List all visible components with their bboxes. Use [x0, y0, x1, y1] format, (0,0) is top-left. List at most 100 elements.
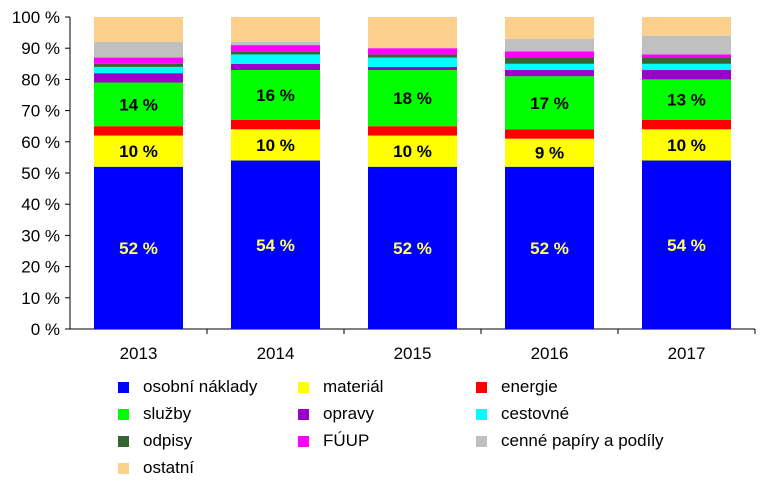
y-tick-label: 60 % — [21, 133, 60, 152]
data-label: 18 % — [393, 89, 432, 108]
y-tick-label: 50 % — [21, 164, 60, 183]
legend-swatch — [476, 435, 487, 447]
legend-swatch — [118, 462, 129, 474]
bar-segment — [642, 17, 731, 36]
bar-segment — [368, 54, 457, 58]
bar-segment — [505, 166, 594, 329]
bar-segment — [642, 129, 731, 161]
bar-segment — [231, 63, 320, 71]
bar-segment — [231, 160, 320, 329]
bar-segment — [505, 76, 594, 130]
y-tick-label: 0 % — [31, 320, 60, 339]
x-tick-label: 2013 — [120, 344, 158, 363]
legend-label: odpisy — [143, 431, 193, 450]
legend-item: odpisy — [118, 430, 192, 452]
legend-label: ostatní — [143, 458, 195, 477]
legend-swatch — [118, 435, 129, 447]
data-label: 52 % — [393, 239, 432, 258]
y-tick-label: 80 % — [21, 70, 60, 89]
bar-segment — [231, 119, 320, 130]
bar-segment — [368, 126, 457, 136]
data-label: 10 % — [119, 142, 158, 161]
bar-segment — [231, 17, 320, 42]
bar-segment — [505, 63, 594, 71]
legend-item: cenné papíry a podíly — [476, 430, 664, 452]
legend-item: energie — [476, 376, 558, 398]
bar-segment — [505, 70, 594, 77]
data-label: 14 % — [119, 95, 158, 114]
bar-segment — [368, 70, 457, 127]
bar-segment — [642, 70, 731, 80]
legend-label: materiál — [323, 377, 384, 396]
legend-item: opravy — [298, 403, 374, 425]
bar-segment — [94, 66, 183, 74]
bar-segment — [642, 63, 731, 71]
bar-segment — [94, 166, 183, 329]
bar-segment — [94, 41, 183, 58]
legend-label: osobní náklady — [143, 377, 258, 396]
bar-segment — [368, 48, 457, 55]
legend-item: cestovné — [476, 403, 569, 425]
bar-segment — [505, 57, 594, 64]
stacked-bar-chart: 0 % 10 % 20 % 30 % 40 % 50 % 60 % 70 % 80 % 90 % 1… — [12, 8, 756, 363]
data-label: 17 % — [530, 94, 569, 113]
legend-swatch — [118, 381, 129, 393]
y-tick-label: 70 % — [21, 102, 60, 121]
y-tick-label: 90 % — [21, 39, 60, 58]
bar-segment — [505, 129, 594, 139]
legend-swatch — [476, 381, 487, 393]
legend-item: FÚUP — [298, 430, 369, 452]
data-label: 10 % — [393, 142, 432, 161]
bar-segment — [94, 17, 183, 42]
data-label: 13 % — [667, 91, 706, 110]
data-label: 52 % — [119, 239, 158, 258]
bar-segment — [94, 57, 183, 64]
x-tick-label: 2017 — [668, 344, 706, 363]
bar-segment — [231, 45, 320, 52]
legend-label: FÚUP — [323, 431, 370, 450]
bar-segment — [231, 54, 320, 64]
x-tick-label: 2015 — [394, 344, 432, 363]
bar-segment — [94, 82, 183, 127]
bar-segment — [505, 138, 594, 167]
data-label: 9 % — [535, 144, 564, 163]
legend-swatch — [118, 408, 129, 420]
bar-segment — [94, 73, 183, 83]
bar-segment — [505, 17, 594, 39]
data-label: 10 % — [667, 136, 706, 155]
data-label: 16 % — [256, 86, 295, 105]
legend-label: energie — [501, 377, 558, 396]
legend-swatch — [476, 408, 487, 420]
legend-item: osobní náklady — [118, 376, 257, 398]
bar-segment — [505, 51, 594, 58]
legend-label: služby — [143, 404, 192, 423]
bar-segment — [231, 51, 320, 55]
bar-segment — [368, 135, 457, 167]
bar-segment — [94, 126, 183, 136]
bar-segment — [368, 66, 457, 71]
bar-segment — [642, 54, 731, 58]
legend-item: ostatní — [118, 457, 194, 479]
legend-label: cestovné — [501, 404, 570, 423]
legend-item: materiál — [298, 376, 383, 398]
y-tick-label: 20 % — [21, 258, 60, 277]
bar-segment — [642, 35, 731, 55]
bar-segment — [368, 166, 457, 329]
data-label: 54 % — [256, 236, 295, 255]
data-label: 52 % — [530, 239, 569, 258]
x-tick-label: 2014 — [257, 344, 295, 363]
data-label: 54 % — [667, 236, 706, 255]
bar-segment — [231, 70, 320, 120]
x-tick-label: 2016 — [531, 344, 569, 363]
legend-swatch — [298, 408, 309, 420]
y-tick-label: 100 % — [12, 8, 60, 27]
bar-segment — [94, 135, 183, 167]
bar-segment — [231, 129, 320, 161]
y-tick-label: 30 % — [21, 226, 60, 245]
bar-segment — [94, 63, 183, 67]
legend-swatch — [298, 381, 309, 393]
bar-segment — [231, 41, 320, 46]
legend-swatch — [298, 435, 309, 447]
y-tick-label: 10 % — [21, 289, 60, 308]
y-tick-label: 40 % — [21, 195, 60, 214]
